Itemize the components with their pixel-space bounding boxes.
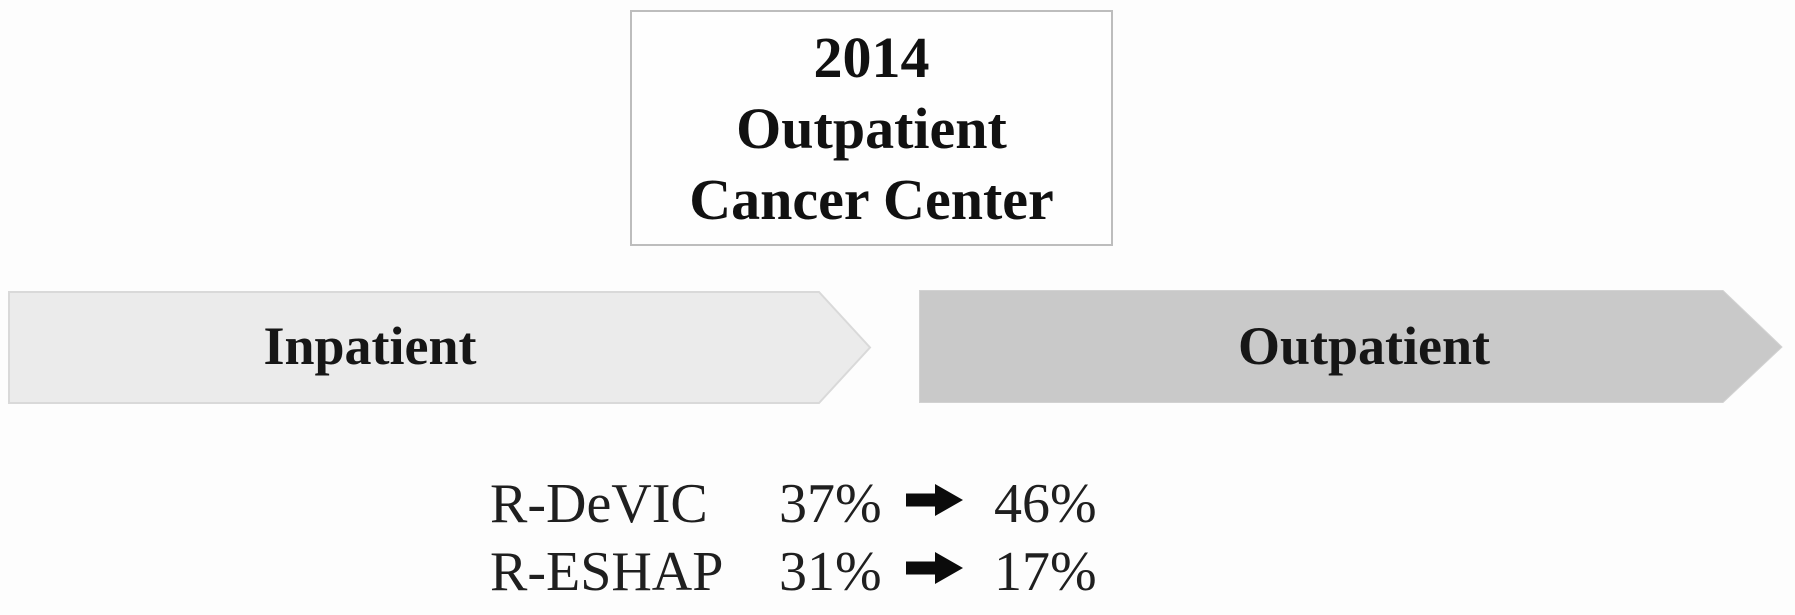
outpatient-percentage: 17% <box>994 541 1097 603</box>
chevron-right-shape-icon <box>919 290 1783 403</box>
outpatient-arrow-shape: Outpatient <box>919 290 1783 403</box>
right-arrow-icon <box>906 552 963 584</box>
chevron-right-shape-icon <box>8 291 872 404</box>
right-arrow-icon <box>906 484 963 516</box>
regimen-name: R-DeVIC <box>490 473 708 535</box>
regimen-row-r-eshap: R-ESHAP 31% 17% <box>490 538 1097 606</box>
outpatient-label: Outpatient <box>1237 315 1491 376</box>
title-line-outpatient: Outpatient <box>736 95 1007 161</box>
inpatient-percentage: 37% <box>779 473 882 535</box>
inpatient-percentage: 31% <box>779 541 882 603</box>
regimen-name: R-ESHAP <box>490 541 724 603</box>
title-box: 2014 Outpatient Cancer Center <box>630 10 1113 246</box>
regimen-stats: R-DeVIC 37% 46% R-ESHAP 31% 17% <box>490 470 1097 606</box>
outpatient-percentage: 46% <box>994 473 1097 535</box>
inpatient-label: Inpatient <box>263 315 477 376</box>
title-line-cancer-center: Cancer Center <box>689 166 1054 232</box>
regimen-row-r-devic: R-DeVIC 37% 46% <box>490 470 1097 538</box>
title-line-year: 2014 <box>813 24 930 90</box>
inpatient-arrow-shape: Inpatient <box>8 291 872 404</box>
